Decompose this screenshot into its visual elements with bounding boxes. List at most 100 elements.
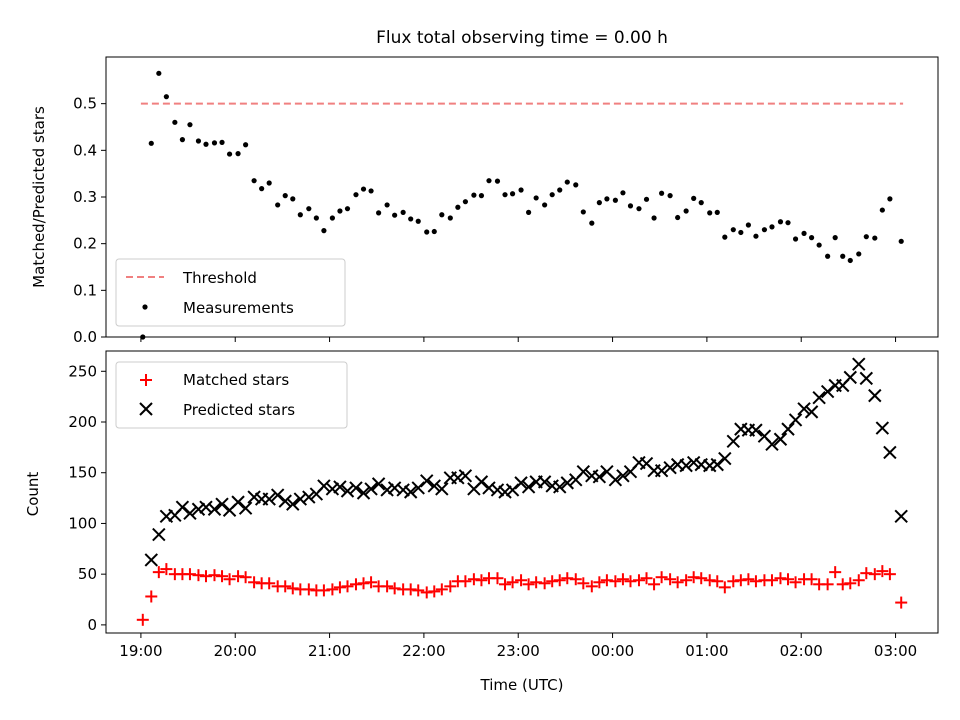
measurement-point [573,182,579,188]
measurement-point [730,227,736,233]
measurement-point [564,179,570,185]
predicted-point [364,482,378,496]
predicted-point [238,501,253,515]
ratio-panel: 0.0 0.1 0.2 0.3 0.4 0.5 Matched/Predicted sta… [30,56,939,346]
predicted-point [231,495,245,509]
measurement-point [431,228,437,235]
ratio-y-tick-label: 0.1 [73,281,97,299]
measurement-point [509,191,516,197]
measurement-point [502,192,508,198]
matched-point [742,573,755,586]
predicted-point [482,481,496,495]
predicted-point [490,483,505,497]
measurement-point [691,195,697,201]
count-y-tick-label: 0 [87,616,97,634]
matched-point [789,576,802,589]
matched-point [522,578,535,591]
predicted-legend-marker [139,402,153,416]
measurement-point [745,222,751,228]
matched-point [577,577,590,590]
measurement-point [211,140,218,146]
predicted-point [521,480,536,494]
measurement-point [344,206,351,212]
measurement-point [620,190,626,196]
x-tick-label: 20:00 [214,642,257,660]
measurement-point [722,234,728,240]
measurement-point [863,234,869,240]
predicted-point [654,463,669,478]
matched-point [341,580,354,593]
matched-point [279,580,292,593]
matched-point [821,578,834,591]
matched-point [876,565,889,578]
measurement-point [337,208,343,214]
measurement-point [243,142,249,148]
predicted-point [553,480,567,494]
measurement-point [163,94,169,100]
ratio-ylabel: Matched/Predicted stars [30,106,48,288]
matched-point [774,572,787,585]
measurement-point [518,187,524,193]
ratio-y-tick-label: 0.4 [73,141,97,159]
measurement-point [400,209,406,215]
measurement-point [172,119,178,125]
matched-point [640,572,653,585]
count-y-tick-label: 200 [68,413,97,431]
matched-point [734,574,747,587]
measurement-point [148,140,154,146]
measurement-point [887,196,893,202]
measurement-point [408,216,414,222]
count-y-tick-label: 250 [68,362,97,380]
measurement-point [259,186,265,192]
predicted-point [356,486,371,500]
measurement-point [415,218,421,224]
matched-point [152,566,165,579]
matched-point [333,581,346,594]
count-legend-box [115,361,348,429]
measurement-point [424,229,430,235]
matched-point [782,573,795,586]
matched-point [506,576,519,589]
measurement-point [761,227,768,233]
ratio-y-tick-label: 0.5 [73,95,97,113]
matched-point [569,573,582,586]
measurement-point [533,195,539,201]
measurement-point [384,202,390,208]
predicted-point [474,475,489,489]
predicted-point [427,479,441,493]
matched-point [648,578,661,591]
x-tick-label: 22:00 [402,642,445,660]
predicted-point [726,434,741,448]
measurement-point [698,200,704,206]
measurement-point [667,193,673,199]
x-tick-label: 21:00 [308,642,351,660]
matched-point [216,570,229,583]
matched-point [263,577,276,590]
measurement-point [604,196,610,202]
predicted-point [435,482,449,496]
matched-point [703,574,716,587]
measurement-point [275,202,281,208]
predicted-point [843,370,857,385]
predicted-point [420,474,434,488]
predicted-point [340,484,355,498]
measurement-point [471,192,477,198]
measurement-point [738,229,744,236]
predicted-point [883,445,897,460]
measurement-point [596,200,602,206]
measurement-point [219,139,225,145]
predicted-point [812,390,826,405]
matched-point [515,574,528,587]
measurement-point [627,203,634,209]
predicted-point [175,500,190,514]
matched-point [711,575,724,588]
measurement-point [557,187,563,193]
measurement-point [251,178,257,184]
matched-point [404,583,417,596]
count-y-tick-label: 100 [68,514,97,532]
matched-point [286,582,299,595]
x-axis-label: Time (UTC) [480,676,564,694]
predicted-point [207,502,222,516]
predicted-point [894,509,908,524]
